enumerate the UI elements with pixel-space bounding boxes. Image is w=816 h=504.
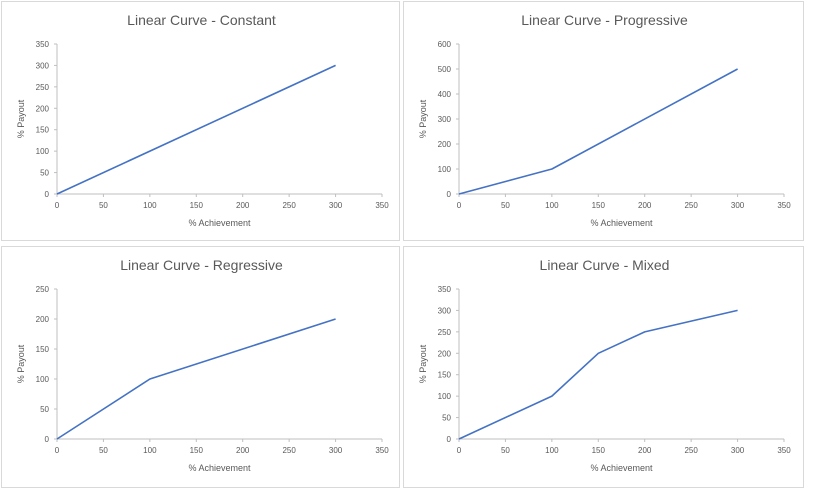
chart-title: Linear Curve - Progressive — [521, 12, 688, 28]
x-axis-title: % Achievement — [188, 463, 251, 473]
y-tick-label: 250 — [438, 328, 452, 337]
x-axis-title: % Achievement — [188, 218, 251, 228]
y-axis-title: % Payout — [16, 344, 26, 383]
chart-panel-mixed: Linear Curve - Mixed 0 50 100 150 200 250 300 35… — [403, 246, 804, 488]
y-tick-label: 0 — [45, 190, 50, 199]
x-tick-label: 200 — [638, 446, 652, 455]
x-tick-label: 350 — [777, 201, 791, 210]
chart-panel-progressive: Linear Curve - Progressive 0 50 100 150 200 25… — [403, 1, 804, 241]
x-tick-label: 50 — [99, 201, 108, 210]
y-tick-label: 150 — [36, 345, 50, 354]
y-tick-label: 300 — [438, 306, 452, 315]
chart-svg: Linear Curve - Progressive 0 50 100 150 200 25… — [418, 12, 791, 228]
x-tick-label: 150 — [592, 201, 606, 210]
x-tick-label: 100 — [143, 201, 157, 210]
x-tick-label: 0 — [457, 201, 462, 210]
chart-title: Linear Curve - Constant — [127, 12, 276, 28]
y-tick-label: 0 — [447, 435, 452, 444]
y-tick-label: 100 — [438, 392, 452, 401]
series-line — [56, 64, 336, 195]
y-tick-label: 200 — [438, 349, 452, 358]
x-tick-label: 0 — [55, 446, 60, 455]
x-tick-label: 250 — [282, 201, 296, 210]
y-tick-label: 300 — [438, 115, 452, 124]
x-tick-label: 350 — [777, 446, 791, 455]
x-tick-label: 50 — [501, 446, 510, 455]
y-tick-label: 600 — [438, 40, 452, 49]
x-tick-label: 50 — [501, 201, 510, 210]
y-tick-label: 50 — [442, 414, 451, 423]
x-axis-title: % Achievement — [590, 218, 653, 228]
y-axis-title: % Payout — [418, 344, 428, 383]
x-tick-label: 200 — [638, 201, 652, 210]
chart-panel-constant: Linear Curve - Constant 0 50 100 150 200 250 30… — [1, 1, 400, 241]
x-tick-label: 250 — [684, 201, 698, 210]
x-tick-label: 200 — [236, 201, 250, 210]
x-tick-label: 100 — [545, 201, 559, 210]
x-axis-title: % Achievement — [590, 463, 653, 473]
y-tick-label: 350 — [438, 285, 452, 294]
x-tick-label: 350 — [375, 201, 389, 210]
chart-title: Linear Curve - Mixed — [540, 257, 670, 273]
y-tick-label: 200 — [438, 140, 452, 149]
series-line — [56, 318, 336, 440]
x-tick-label: 300 — [329, 201, 343, 210]
chart-panel-regressive: Linear Curve - Regressive 0 50 100 150 200 250… — [1, 246, 400, 488]
y-tick-label: 300 — [36, 61, 50, 70]
x-tick-label: 200 — [236, 446, 250, 455]
x-tick-label: 150 — [190, 201, 204, 210]
chart-svg: Linear Curve - Regressive 0 50 100 150 200 250… — [16, 257, 389, 473]
x-tick-label: 300 — [731, 446, 745, 455]
y-tick-label: 250 — [36, 83, 50, 92]
x-tick-label: 350 — [375, 446, 389, 455]
series-line — [458, 309, 738, 440]
y-axis-title: % Payout — [418, 99, 428, 138]
chart-title: Linear Curve - Regressive — [120, 257, 283, 273]
x-tick-label: 0 — [457, 446, 462, 455]
x-tick-label: 0 — [55, 201, 60, 210]
x-tick-label: 150 — [190, 446, 204, 455]
chart-svg: Linear Curve - Mixed 0 50 100 150 200 250 300 35… — [418, 257, 791, 473]
y-tick-label: 50 — [40, 405, 49, 414]
y-tick-label: 0 — [447, 190, 452, 199]
x-tick-label: 250 — [282, 446, 296, 455]
x-tick-label: 100 — [143, 446, 157, 455]
y-tick-label: 100 — [36, 147, 50, 156]
y-tick-label: 100 — [438, 165, 452, 174]
y-tick-label: 200 — [36, 315, 50, 324]
x-tick-label: 150 — [592, 446, 606, 455]
y-tick-label: 200 — [36, 104, 50, 113]
x-tick-label: 250 — [684, 446, 698, 455]
y-tick-label: 0 — [45, 435, 50, 444]
y-tick-label: 400 — [438, 90, 452, 99]
y-axis-title: % Payout — [16, 99, 26, 138]
y-tick-label: 100 — [36, 375, 50, 384]
y-tick-label: 350 — [36, 40, 50, 49]
y-tick-label: 250 — [36, 285, 50, 294]
y-tick-label: 50 — [40, 169, 49, 178]
y-tick-label: 150 — [438, 371, 452, 380]
x-tick-label: 100 — [545, 446, 559, 455]
series-line — [458, 68, 738, 195]
x-tick-label: 300 — [329, 446, 343, 455]
x-tick-label: 50 — [99, 446, 108, 455]
y-tick-label: 150 — [36, 126, 50, 135]
x-tick-label: 300 — [731, 201, 745, 210]
chart-svg: Linear Curve - Constant 0 50 100 150 200 250 30… — [16, 12, 389, 228]
y-tick-label: 500 — [438, 65, 452, 74]
